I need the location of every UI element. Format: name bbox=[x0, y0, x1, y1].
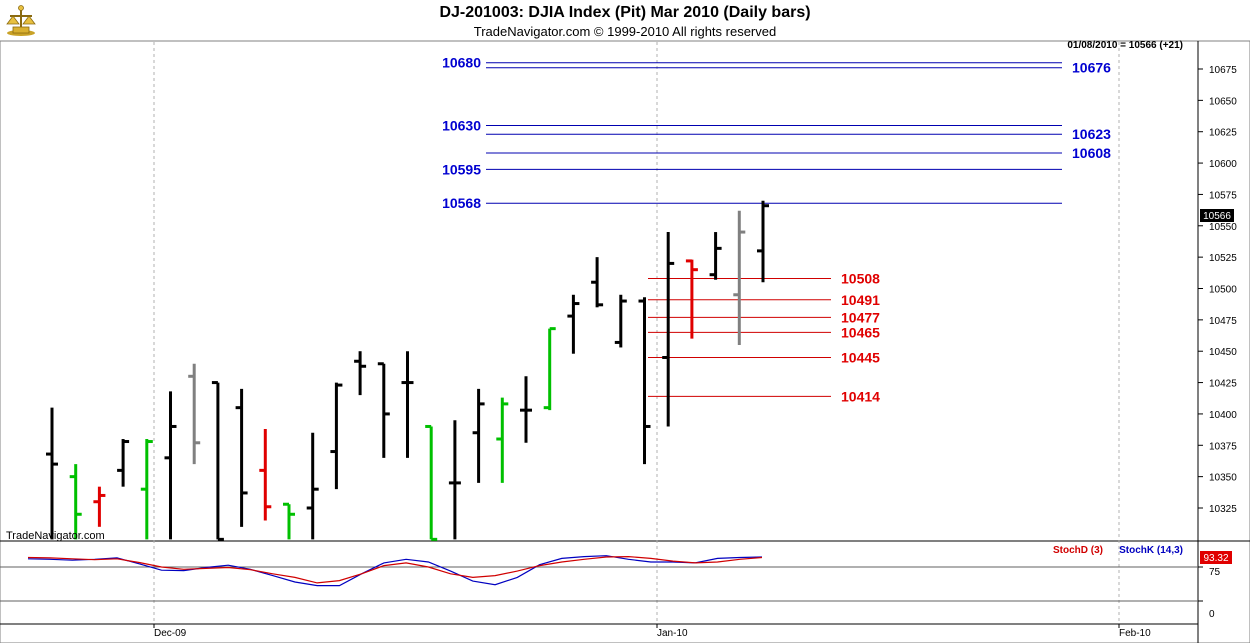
ohlc-bar bbox=[520, 376, 532, 443]
stoch-tick-label: 75 bbox=[1209, 567, 1221, 578]
ohlc-bar bbox=[496, 397, 509, 483]
ohlc-bar bbox=[685, 259, 698, 339]
chart-title: DJ-201003: DJIA Index (Pit) Mar 2010 (Da… bbox=[439, 4, 811, 21]
stochd-label: StochD (3) bbox=[1053, 545, 1103, 556]
ohlc-bar bbox=[425, 424, 438, 541]
resistance-label: 10630 bbox=[442, 117, 481, 133]
price-axis: 10325 10350 10375 10400 10425 10450 10475 10500… bbox=[1198, 65, 1237, 515]
support-label: 10491 bbox=[841, 292, 880, 308]
current-price-label: 10566 bbox=[1203, 211, 1231, 222]
chart-subtitle: TradeNavigator.com © 1999-2010 All right… bbox=[473, 24, 777, 39]
watermark-text: TradeNavigator.com bbox=[6, 530, 105, 542]
ohlc-bar bbox=[757, 200, 769, 283]
price-tick-label: 10500 bbox=[1209, 285, 1237, 296]
resistance-label: 10568 bbox=[442, 195, 481, 211]
price-tick-label: 10550 bbox=[1209, 222, 1237, 233]
price-tick-label: 10625 bbox=[1209, 128, 1237, 139]
last-bar-info: 01/08/2010 = 10566 (+21) bbox=[1067, 40, 1183, 51]
ohlc-bar bbox=[235, 388, 248, 527]
price-tick-label: 10350 bbox=[1209, 473, 1237, 484]
price-tick-label: 10650 bbox=[1209, 96, 1237, 107]
ohlc-bars bbox=[46, 200, 769, 541]
price-tick-label: 10475 bbox=[1209, 316, 1237, 327]
stoch-value-label: 93.32 bbox=[1203, 553, 1228, 564]
ohlc-bar bbox=[188, 363, 201, 465]
ohlc-bar bbox=[46, 407, 58, 540]
support-label: 10508 bbox=[841, 270, 880, 286]
time-tick-label: Dec-09 bbox=[154, 628, 187, 639]
ohlc-bar bbox=[211, 381, 224, 541]
ohlc-bar bbox=[401, 351, 414, 458]
time-tick-label: Feb-10 bbox=[1119, 628, 1151, 639]
price-tick-label: 10525 bbox=[1209, 253, 1237, 264]
ohlc-bar bbox=[709, 232, 722, 280]
stochk-label: StochK (14,3) bbox=[1119, 545, 1183, 556]
resistance-label: 10676 bbox=[1072, 60, 1111, 76]
price-tick-label: 10600 bbox=[1209, 159, 1237, 170]
stoch-value-tag bbox=[1200, 551, 1232, 564]
ohlc-bar bbox=[567, 294, 580, 354]
resistance-label: 10595 bbox=[442, 161, 481, 177]
ohlc-bar bbox=[733, 210, 746, 345]
ohlc-bar bbox=[330, 382, 343, 490]
ohlc-bar bbox=[662, 232, 675, 427]
tradenavigator-logo-icon bbox=[6, 5, 36, 36]
ohlc-bar bbox=[93, 486, 106, 527]
time-tick-label: Jan-10 bbox=[657, 628, 688, 639]
resistance-label: 10623 bbox=[1072, 126, 1111, 142]
price-tick-label: 10325 bbox=[1209, 504, 1237, 515]
chart-frame bbox=[0, 40, 1250, 643]
ohlc-bar bbox=[377, 362, 390, 458]
ohlc-bar bbox=[283, 502, 295, 540]
price-tick-label: 10575 bbox=[1209, 190, 1237, 201]
ohlc-bar bbox=[472, 388, 485, 483]
ohlc-bar bbox=[140, 439, 153, 540]
ohlc-bar bbox=[543, 327, 556, 411]
support-label: 10414 bbox=[841, 388, 880, 404]
price-tick-label: 10675 bbox=[1209, 65, 1237, 76]
stoch-tick-label: 0 bbox=[1209, 609, 1215, 620]
ohlc-bar bbox=[259, 428, 272, 521]
support-label: 10465 bbox=[841, 324, 880, 340]
ohlc-bar bbox=[306, 432, 319, 540]
current-price-tag bbox=[1200, 209, 1234, 222]
price-tick-label: 10450 bbox=[1209, 347, 1237, 358]
ohlc-bar bbox=[614, 294, 627, 348]
time-axis: Dec-09 Jan-10 Feb-10 bbox=[153, 624, 1151, 639]
stochk-line bbox=[27, 555, 763, 587]
ohlc-bar bbox=[638, 297, 651, 465]
stochd-line bbox=[27, 555, 763, 584]
ohlc-bar bbox=[117, 439, 130, 487]
price-tick-label: 10400 bbox=[1209, 410, 1237, 421]
ohlc-bar bbox=[591, 257, 604, 308]
ohlc-bar bbox=[164, 391, 177, 540]
support-label: 10477 bbox=[841, 309, 880, 325]
resistance-label: 10608 bbox=[1072, 145, 1111, 161]
ohlc-bar bbox=[448, 420, 461, 540]
ohlc-bar bbox=[69, 464, 82, 540]
price-tick-label: 10425 bbox=[1209, 379, 1237, 390]
resistance-label: 10680 bbox=[442, 55, 481, 71]
stochastic-panel: 0 75 bbox=[0, 555, 1221, 620]
price-levels: 10680 10676 10630 10623 10608 10595 10568 10508… bbox=[442, 55, 1111, 405]
price-tick-label: 10375 bbox=[1209, 441, 1237, 452]
vertical-gridlines bbox=[153, 42, 1120, 624]
support-label: 10445 bbox=[841, 349, 880, 365]
ohlc-bar bbox=[354, 351, 367, 396]
